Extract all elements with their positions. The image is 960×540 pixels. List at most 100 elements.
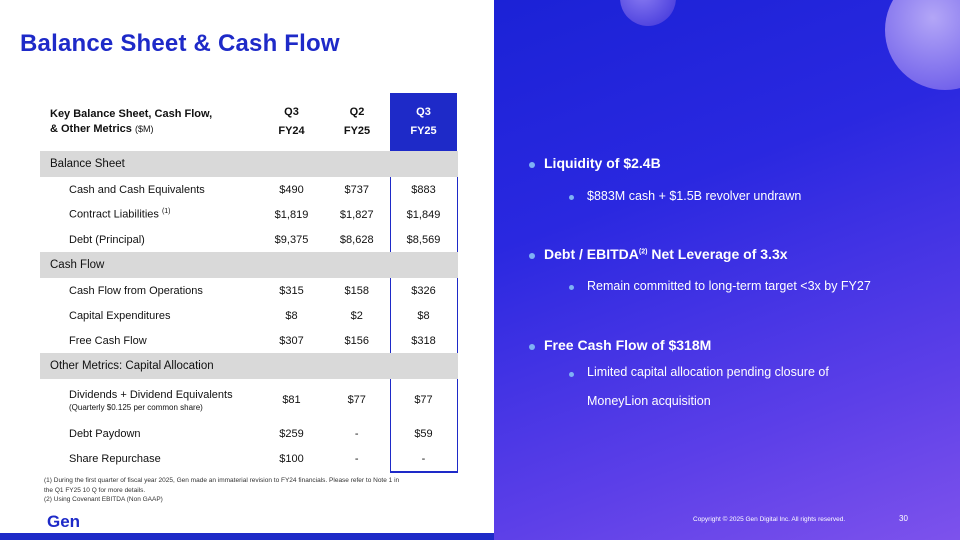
header-label-line1: Key Balance Sheet, Cash Flow,: [50, 108, 213, 120]
bullet-liquidity: Liquidity of $2.4B: [544, 155, 661, 171]
bullet-text: Net Leverage of 3.3x: [647, 246, 788, 262]
cell-value-highlight: $326: [389, 278, 458, 303]
cell-value: $9,375: [274, 233, 309, 246]
row-label: Contract Liabilities: [69, 208, 159, 221]
bullet-dot-icon: [569, 285, 574, 290]
footnotes: (1) During the first quarter of fiscal y…: [44, 476, 404, 505]
table-row: Cash Flow from Operations $315 $158 $326: [40, 278, 458, 303]
row-label: Cash and Cash Equivalents: [69, 183, 205, 196]
column-header-line1: Q2: [349, 106, 365, 118]
page-title: Balance Sheet & Cash Flow: [20, 30, 340, 57]
bullet-dot-icon: [529, 253, 535, 259]
section-row-cash-flow: Cash Flow: [40, 252, 458, 278]
header-unit: ($M): [134, 124, 154, 134]
bullet-dot-icon: [529, 344, 535, 350]
cell-value-highlight: -: [389, 446, 458, 473]
column-header-line2: FY25: [410, 125, 437, 137]
cell-value: $490: [279, 183, 304, 196]
cell-value-highlight: $77: [389, 379, 458, 421]
table-header-label: Key Balance Sheet, Cash Flow, & Other Me…: [40, 93, 259, 151]
column-header-q2-fy25: Q2 FY25: [324, 93, 390, 151]
table-header-row: Key Balance Sheet, Cash Flow, & Other Me…: [40, 93, 457, 151]
bullet-text: Debt / EBITDA: [544, 246, 639, 262]
right-panel: [494, 0, 960, 540]
column-header-q3-fy25: Q3 FY25: [390, 93, 457, 151]
gen-logo: Gen: [47, 512, 81, 531]
cell-value: $1,827: [339, 208, 374, 221]
column-header-line2: FY25: [343, 125, 371, 137]
footnote-1: (1) During the first quarter of fiscal y…: [44, 477, 400, 494]
cell-value: $259: [279, 427, 304, 440]
cell-value-highlight: $883: [389, 177, 458, 202]
cell-value: $100: [279, 453, 304, 465]
cell-value: $737: [344, 183, 369, 196]
cell-value: $156: [344, 334, 369, 347]
cell-value: $158: [344, 284, 369, 297]
cell-value: $307: [279, 334, 304, 347]
cell-value-highlight: $59: [389, 421, 458, 446]
metrics-table: Key Balance Sheet, Cash Flow, & Other Me…: [40, 93, 458, 473]
table-row: Cash and Cash Equivalents $490 $737 $883: [40, 177, 458, 202]
cell-value: $315: [279, 284, 304, 297]
footnote-2: (2) Using Covenant EBITDA (Non GAAP): [44, 496, 163, 503]
cell-value-highlight: $8,569: [389, 227, 458, 252]
bottom-accent-bar: [0, 533, 495, 540]
column-header-line1: Q3: [284, 106, 299, 118]
table-row: Debt Paydown $259 - $59: [40, 421, 458, 446]
row-label: Share Repurchase: [69, 453, 161, 465]
cell-value: $77: [347, 394, 366, 406]
sub-bullet: Limited capital allocation pending closu…: [587, 365, 829, 379]
cell-value: -: [354, 453, 359, 465]
cell-value: $81: [282, 394, 301, 406]
row-label: Dividends + Dividend Equivalents: [69, 388, 233, 401]
cell-value: $8,628: [339, 233, 374, 246]
section-row-other-metrics: Other Metrics: Capital Allocation: [40, 353, 458, 379]
section-highlight-cell: [389, 151, 458, 177]
sub-bullet: $883M cash + $1.5B revolver undrawn: [587, 189, 802, 203]
row-label-cell: Contract Liabilities (1): [40, 202, 259, 227]
table-row: Free Cash Flow $307 $156 $318: [40, 328, 458, 353]
table-row: Contract Liabilities (1) $1,819 $1,827 $…: [40, 202, 458, 227]
row-label: Cash Flow from Operations: [69, 284, 203, 297]
table-row: Debt (Principal) $9,375 $8,628 $8,569: [40, 227, 458, 252]
section-highlight-cell: [389, 353, 458, 379]
row-label-cell: Dividends + Dividend Equivalents (Quarte…: [40, 379, 259, 421]
cell-value-highlight: $318: [389, 328, 458, 353]
column-header-line1: Q3: [416, 106, 431, 118]
cell-value: $1,819: [274, 208, 309, 221]
header-label-line2: & Other Metrics: [50, 123, 132, 135]
bullet-dot-icon: [569, 195, 574, 200]
footnote-marker: (1): [161, 208, 171, 216]
row-label: Free Cash Flow: [69, 334, 147, 347]
cell-value: $8: [285, 309, 298, 322]
sub-bullet-continued: MoneyLion acquisition: [587, 394, 711, 408]
cell-value: $2: [350, 309, 363, 322]
table-row: Dividends + Dividend Equivalents (Quarte…: [40, 379, 458, 421]
row-label: Capital Expenditures: [69, 309, 171, 322]
bullet-free-cash-flow: Free Cash Flow of $318M: [544, 337, 712, 353]
section-highlight-cell: [389, 252, 458, 278]
column-header-line2: FY24: [278, 125, 305, 137]
row-label: Debt Paydown: [69, 427, 141, 440]
bullet-dot-icon: [569, 372, 574, 377]
section-label: Cash Flow: [40, 252, 390, 278]
column-header-q3-fy24: Q3 FY24: [259, 93, 324, 151]
section-label: Other Metrics: Capital Allocation: [40, 353, 390, 379]
cell-value-highlight: $8: [389, 303, 458, 328]
copyright-text: Copyright © 2025 Gen Digital Inc. All ri…: [693, 516, 846, 523]
sub-bullet: Remain committed to long-term target <3x…: [587, 279, 871, 293]
bullet-leverage: Debt / EBITDA(2) Net Leverage of 3.3x: [544, 246, 788, 262]
footnote-marker: (2): [638, 248, 648, 256]
section-label: Balance Sheet: [40, 151, 390, 177]
cell-value-highlight: $1,849: [389, 202, 458, 227]
bullet-dot-icon: [529, 162, 535, 168]
row-label: Debt (Principal): [69, 233, 145, 246]
page-number: 30: [899, 514, 908, 523]
section-row-balance-sheet: Balance Sheet: [40, 151, 458, 177]
table-row: Share Repurchase $100 - -: [40, 446, 458, 473]
row-sublabel: (Quarterly $0.125 per common share): [69, 402, 203, 412]
cell-value: -: [354, 427, 359, 440]
table-row: Capital Expenditures $8 $2 $8: [40, 303, 458, 328]
